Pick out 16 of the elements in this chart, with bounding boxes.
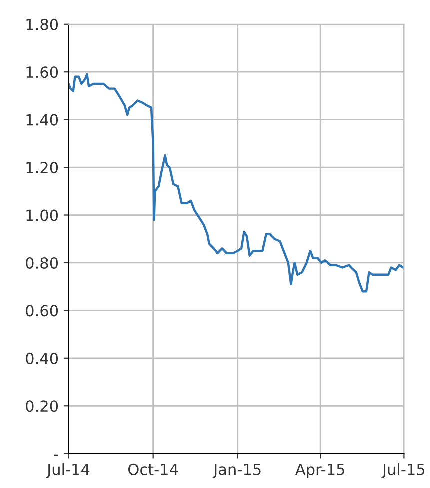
y-tick-label: 1.00 [26,210,58,222]
line-series [68,73,404,293]
y-tick-label: 0.60 [26,305,58,317]
x-tick-label: Jul-14 [46,464,90,478]
y-tick-label: - [54,454,58,456]
x-tick-label: Apr-15 [295,464,344,478]
y-tick-label: 0.40 [26,352,58,364]
y-tick-label: 1.40 [26,114,58,126]
x-tick-label: Jan-15 [212,464,261,478]
x-tick-label: Jul-15 [382,464,425,478]
y-tick-label: 0.80 [26,257,58,269]
y-tick-label: 1.80 [26,18,58,30]
y-tick-label: 1.20 [26,162,58,174]
y-tick-label: 0.20 [26,400,58,412]
y-tick-label: 1.60 [26,66,58,78]
x-tick-label: Oct-14 [128,464,178,476]
